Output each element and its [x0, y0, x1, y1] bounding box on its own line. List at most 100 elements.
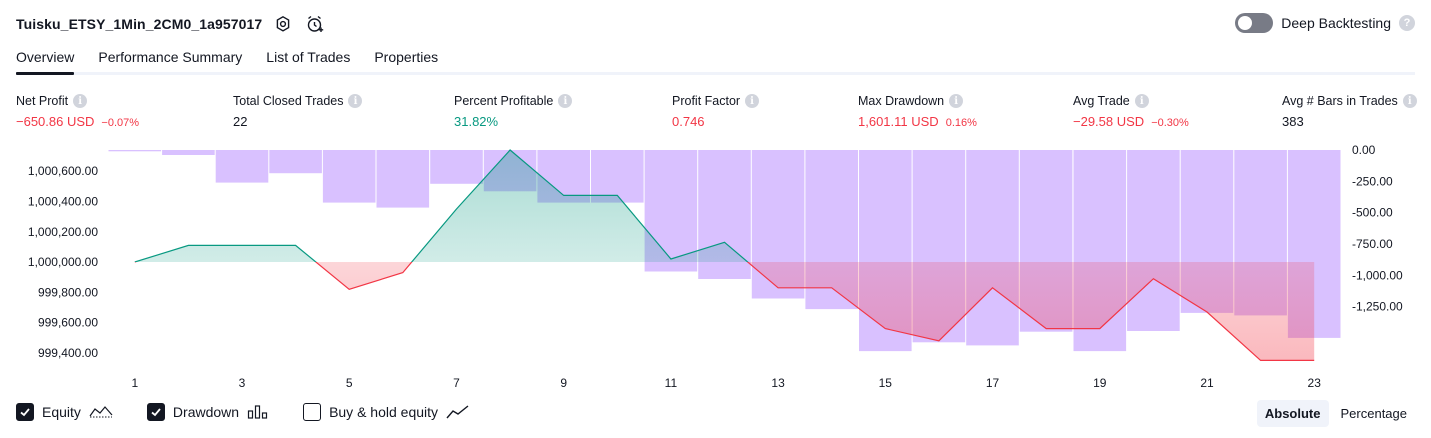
absolute-button[interactable]: Absolute	[1256, 400, 1329, 427]
drawdown-bar	[215, 150, 269, 183]
drawdown-bar	[162, 150, 215, 155]
drawdown-bar	[322, 150, 376, 203]
x-axis-tick-label: 5	[346, 376, 353, 390]
drawdown-bar	[591, 150, 644, 203]
drawdown-bar	[966, 150, 1019, 346]
tab-overview[interactable]: Overview	[16, 45, 75, 75]
equity-line-icon	[89, 406, 113, 418]
right-axis: 0.00 -250.00 -500.00 -750.00 -1,000.00 -1,250…	[1352, 143, 1403, 314]
tab-list-of-trades[interactable]: List of Trades	[266, 49, 351, 65]
x-axis-tick-label: 11	[665, 376, 678, 390]
buy-hold-line-icon	[446, 405, 469, 419]
left-axis-tick-label: 1,000,400.00	[28, 195, 98, 209]
drawdown-bar	[376, 150, 430, 208]
metric-label: Avg # Bars in Trades	[1282, 94, 1398, 108]
left-axis-tick-label: 999,600.00	[38, 316, 98, 330]
drawdown-checkbox[interactable]	[146, 403, 165, 421]
equity-loss-area	[134, 262, 1315, 361]
metric-avg-trade: Avg Trade i −29.58 USD −0.30%	[1073, 93, 1189, 129]
strategy-title: Tuisku_ETSY_1Min_2CM0_1a957017	[16, 16, 263, 32]
drawdown-bars-icon	[247, 405, 268, 419]
metric-label: Max Drawdown	[858, 94, 945, 108]
deep-backtesting-label: Deep Backtesting	[1281, 15, 1391, 31]
info-icon[interactable]: i	[348, 94, 363, 108]
value-mode-switch: Absolute Percentage	[1256, 400, 1415, 427]
chart-legend: Equity Drawdown Buy & hold equity	[16, 403, 470, 421]
info-icon[interactable]: i	[1134, 94, 1149, 108]
tab-bar: Overview Performance Summary List of Tra…	[16, 45, 1415, 75]
toggle-knob	[1238, 16, 1253, 30]
left-axis-tick-label: 999,800.00	[38, 285, 98, 299]
metric-net-profit: Net Profit i −650.86 USD −0.07%	[16, 93, 139, 129]
x-axis-tick-label: 1	[131, 376, 138, 390]
x-axis-tick-label: 9	[560, 376, 567, 390]
metric-value: 0.746	[672, 114, 705, 129]
x-axis-tick-label: 3	[239, 376, 246, 390]
info-icon[interactable]: i	[73, 94, 88, 108]
percentage-button[interactable]: Percentage	[1340, 406, 1408, 421]
right-axis-tick-label: -1,000.00	[1352, 268, 1403, 282]
header: Tuisku_ETSY_1Min_2CM0_1a957017	[16, 12, 326, 36]
right-axis-tick-label: 0.00	[1352, 143, 1376, 157]
metric-value: 22	[233, 114, 248, 129]
metric-sub-value: −0.30%	[1151, 117, 1189, 129]
metric-label: Total Closed Trades	[233, 94, 344, 108]
left-axis-tick-label: 1,000,200.00	[28, 225, 98, 239]
info-icon[interactable]: i	[745, 94, 760, 108]
legend-equity[interactable]: Equity	[16, 403, 113, 421]
drawdown-bar	[269, 150, 322, 174]
metric-label: Avg Trade	[1073, 94, 1130, 108]
x-axis: 1 3 5 7 9 11 13 15 17 19 21 23	[131, 376, 1321, 390]
equity-line-loss	[134, 262, 1315, 361]
legend-buy-hold[interactable]: Buy & hold equity	[303, 403, 470, 421]
info-icon[interactable]: i	[558, 94, 573, 108]
deep-backtesting-toggle[interactable]	[1235, 13, 1274, 33]
metric-total-closed-trades: Total Closed Trades i 22	[233, 93, 363, 129]
equity-checkbox[interactable]	[16, 403, 34, 421]
metric-sub-value: 0.16%	[945, 117, 977, 129]
x-axis-tick-label: 19	[1093, 376, 1107, 390]
equity-profit-area	[134, 150, 1315, 262]
left-axis: 1,000,600.00 1,000,400.00 1,000,200.00 1,00…	[28, 164, 98, 360]
x-axis-tick-label: 21	[1200, 376, 1214, 390]
legend-drawdown-label: Drawdown	[172, 404, 240, 420]
x-axis-tick-label: 17	[986, 376, 1000, 390]
metrics-row: Net Profit i −650.86 USD −0.07% Total Clos…	[16, 93, 1417, 133]
right-axis-tick-label: -750.00	[1352, 237, 1393, 251]
right-axis-tick-label: -1,250.00	[1352, 300, 1403, 314]
x-axis-tick-label: 7	[453, 376, 460, 390]
alarm-clock-plus-icon[interactable]	[304, 13, 326, 35]
settings-gear-icon[interactable]	[272, 13, 294, 35]
equity-drawdown-chart[interactable]: 1,000,600.00 1,000,400.00 1,000,200.00 1,00…	[0, 140, 1431, 395]
tab-properties[interactable]: Properties	[374, 49, 439, 65]
metric-percent-profitable: Percent Profitable i 31.82%	[454, 93, 573, 129]
deep-backtesting: Deep Backtesting ?	[1235, 13, 1415, 33]
tab-performance-summary[interactable]: Performance Summary	[98, 49, 243, 65]
right-axis-tick-label: -250.00	[1352, 174, 1393, 188]
metric-label: Percent Profitable	[454, 94, 554, 108]
metric-sub-value: −0.07%	[101, 117, 140, 129]
metric-value: −29.58 USD	[1073, 114, 1145, 129]
buy-hold-checkbox[interactable]	[303, 403, 322, 421]
x-axis-tick-label: 23	[1308, 376, 1322, 390]
legend-drawdown[interactable]: Drawdown	[146, 403, 269, 421]
help-icon[interactable]: ?	[1399, 15, 1415, 31]
metric-label: Profit Factor	[672, 94, 741, 108]
legend-buy-hold-label: Buy & hold equity	[329, 404, 439, 420]
x-axis-tick-label: 15	[879, 376, 893, 390]
metric-value: 1,601.11 USD	[858, 114, 939, 129]
metric-max-drawdown: Max Drawdown i 1,601.11 USD 0.16%	[858, 93, 977, 129]
drawdown-bar	[430, 150, 483, 184]
info-icon[interactable]: i	[1402, 94, 1417, 108]
left-axis-tick-label: 1,000,600.00	[28, 164, 98, 178]
left-axis-tick-label: 999,400.00	[38, 346, 98, 360]
metric-value: −650.86 USD	[16, 114, 95, 129]
metric-value: 383	[1282, 114, 1304, 129]
left-axis-tick-label: 1,000,000.00	[28, 255, 98, 269]
drawdown-bar	[108, 150, 162, 152]
drawdown-bar	[1127, 150, 1180, 331]
legend-equity-label: Equity	[42, 404, 81, 420]
equity-line-profit	[134, 149, 749, 262]
info-icon[interactable]: i	[949, 94, 964, 108]
right-axis-tick-label: -500.00	[1352, 206, 1393, 220]
